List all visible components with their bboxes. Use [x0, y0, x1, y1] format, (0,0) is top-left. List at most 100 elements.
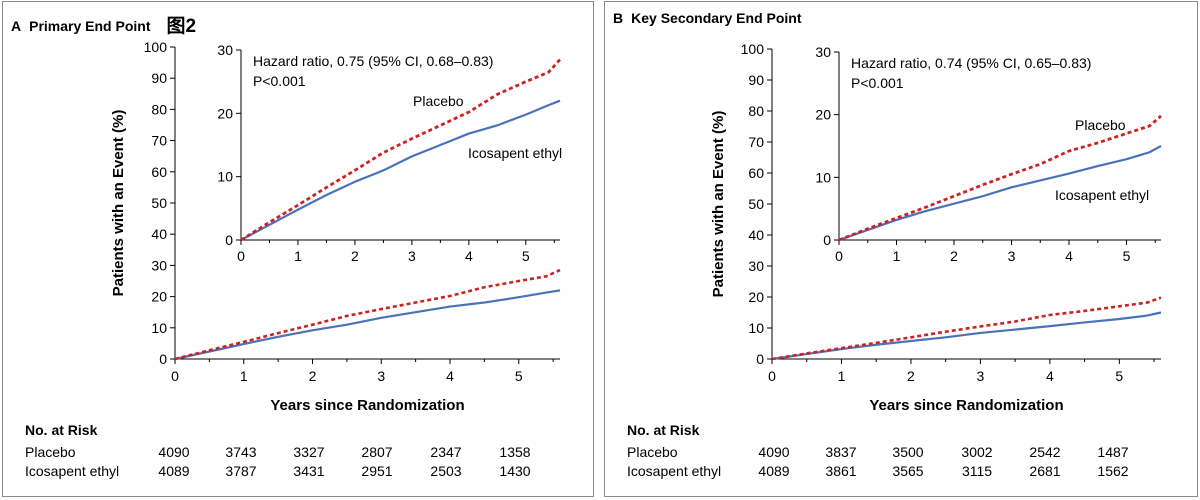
inset-x-tick-label: 3	[408, 248, 416, 264]
risk-table-header: No. at Risk	[25, 422, 98, 438]
risk-count: 2807	[361, 444, 393, 460]
y-tick-label: 70	[151, 133, 167, 149]
placebo-curve-label: Placebo	[1075, 117, 1126, 133]
risk-table: No. at Risk Placebo 4090 3743 3327 2807 2347 1…	[3, 422, 593, 492]
x-tick-label: 3	[976, 368, 984, 384]
y-tick-label: 80	[151, 101, 167, 117]
icosapent-curve-label: Icosapent ethyl	[1055, 187, 1149, 203]
inset-y-tick-label: 0	[225, 232, 233, 248]
x-tick-label: 5	[515, 368, 523, 384]
x-tick-label: 2	[907, 368, 915, 384]
risk-count: 3500	[892, 444, 924, 460]
y-tick-label: 40	[151, 226, 167, 242]
inset-x-tick-label: 0	[835, 248, 843, 264]
icosapent-curve-label: Icosapent ethyl	[468, 145, 562, 161]
inset-x-tick-label: 5	[1123, 248, 1131, 264]
x-axis-label: Years since Randomization	[270, 397, 464, 414]
y-tick-label: 10	[151, 320, 167, 336]
y-tick-label: 0	[159, 351, 167, 367]
y-tick-label: 40	[748, 227, 764, 243]
y-tick-label: 10	[748, 320, 764, 336]
y-tick-label: 100	[741, 41, 765, 57]
inset-x-tick-label: 2	[950, 248, 958, 264]
y-axis-label: Patients with an Event (%)	[710, 111, 727, 298]
y-tick-label: 20	[748, 289, 764, 305]
risk-count: 3743	[225, 444, 257, 460]
risk-row-label: Placebo	[627, 444, 678, 460]
risk-count: 1562	[1097, 463, 1129, 479]
x-tick-label: 1	[838, 368, 846, 384]
risk-row-label: Placebo	[25, 444, 76, 460]
risk-count: 3787	[225, 463, 257, 479]
x-tick-label: 5	[1115, 368, 1123, 384]
risk-table-header: No. at Risk	[627, 422, 700, 438]
inset-y-tick-label: 10	[815, 169, 831, 185]
risk-count: 3837	[825, 444, 857, 460]
risk-count: 3431	[293, 463, 325, 479]
risk-count: 2681	[1029, 463, 1061, 479]
y-tick-label: 30	[151, 257, 167, 273]
x-tick-label: 4	[1046, 368, 1054, 384]
panel-title-text: Key Secondary End Point	[631, 10, 802, 26]
y-tick-label: 60	[151, 164, 167, 180]
inset-x-tick-label: 0	[237, 248, 245, 264]
risk-table: No. at Risk Placebo 4090 3837 3500 3002 2542 1…	[605, 422, 1197, 492]
figure-tag: 图2	[166, 16, 197, 37]
risk-count: 1430	[499, 463, 531, 479]
risk-count: 2347	[430, 444, 462, 460]
panel-letter: B	[613, 10, 624, 26]
inset-y-tick-label: 20	[217, 105, 233, 121]
panel-title: B Key Secondary End Point	[613, 10, 802, 26]
y-tick-label: 20	[151, 289, 167, 305]
inset-x-tick-label: 1	[294, 248, 302, 264]
risk-count: 1487	[1097, 444, 1129, 460]
x-tick-label: 0	[171, 368, 179, 384]
risk-count: 3861	[825, 463, 857, 479]
inset-x-tick-label: 5	[522, 248, 530, 264]
panel-title: A Primary End Point 图2	[11, 10, 196, 37]
x-tick-label: 0	[768, 368, 776, 384]
y-tick-label: 50	[151, 195, 167, 211]
risk-count: 4090	[158, 444, 190, 460]
inset-y-tick-label: 30	[815, 44, 831, 60]
y-tick-label: 30	[748, 258, 764, 274]
x-tick-label: 1	[240, 368, 248, 384]
hazard-ratio-annotation: Hazard ratio, 0.74 (95% CI, 0.65–0.83)	[851, 55, 1091, 71]
risk-count: 4089	[158, 463, 190, 479]
y-tick-label: 70	[748, 134, 764, 150]
placebo-curve-label: Placebo	[413, 93, 464, 109]
risk-count: 1358	[499, 444, 531, 460]
risk-count: 2503	[430, 463, 462, 479]
panel-letter: A	[11, 18, 22, 34]
inset-series-line-placebo	[838, 114, 1162, 242]
hazard-ratio-annotation: Hazard ratio, 0.75 (95% CI, 0.68–0.83)	[253, 53, 493, 69]
inset-y-tick-label: 0	[823, 232, 831, 248]
risk-count: 3327	[293, 444, 325, 460]
risk-count: 2542	[1029, 444, 1061, 460]
inset-series-line-icosapent-ethyl	[240, 99, 561, 241]
series-line-icosapent-ethyl	[771, 311, 1162, 361]
y-axis-label: Patients with an Event (%)	[110, 110, 127, 297]
y-tick-label: 80	[748, 103, 764, 119]
x-tick-label: 2	[309, 368, 317, 384]
risk-count: 4090	[758, 444, 790, 460]
inset-x-tick-label: 4	[465, 248, 473, 264]
panel-title-text: Primary End Point	[29, 18, 151, 34]
y-tick-label: 50	[748, 196, 764, 212]
inset-x-tick-label: 4	[1065, 248, 1073, 264]
x-axis-label: Years since Randomization	[869, 397, 1063, 414]
panel-primary-end-point: A Primary End Point 图2 0 10 20 30 40 50 60 70 80 90…	[2, 1, 594, 497]
inset-y-tick-label: 10	[217, 169, 233, 185]
y-tick-label: 60	[748, 165, 764, 181]
inset-x-tick-label: 3	[1008, 248, 1016, 264]
x-tick-label: 3	[377, 368, 385, 384]
x-tick-label: 4	[446, 368, 454, 384]
inset-x-tick-label: 1	[893, 248, 901, 264]
risk-row-label: Icosapent ethyl	[627, 463, 722, 479]
series-line-placebo	[174, 268, 561, 361]
risk-count: 3002	[961, 444, 993, 460]
risk-row-label: Icosapent ethyl	[25, 463, 120, 479]
inset-series-line-placebo	[240, 58, 562, 242]
